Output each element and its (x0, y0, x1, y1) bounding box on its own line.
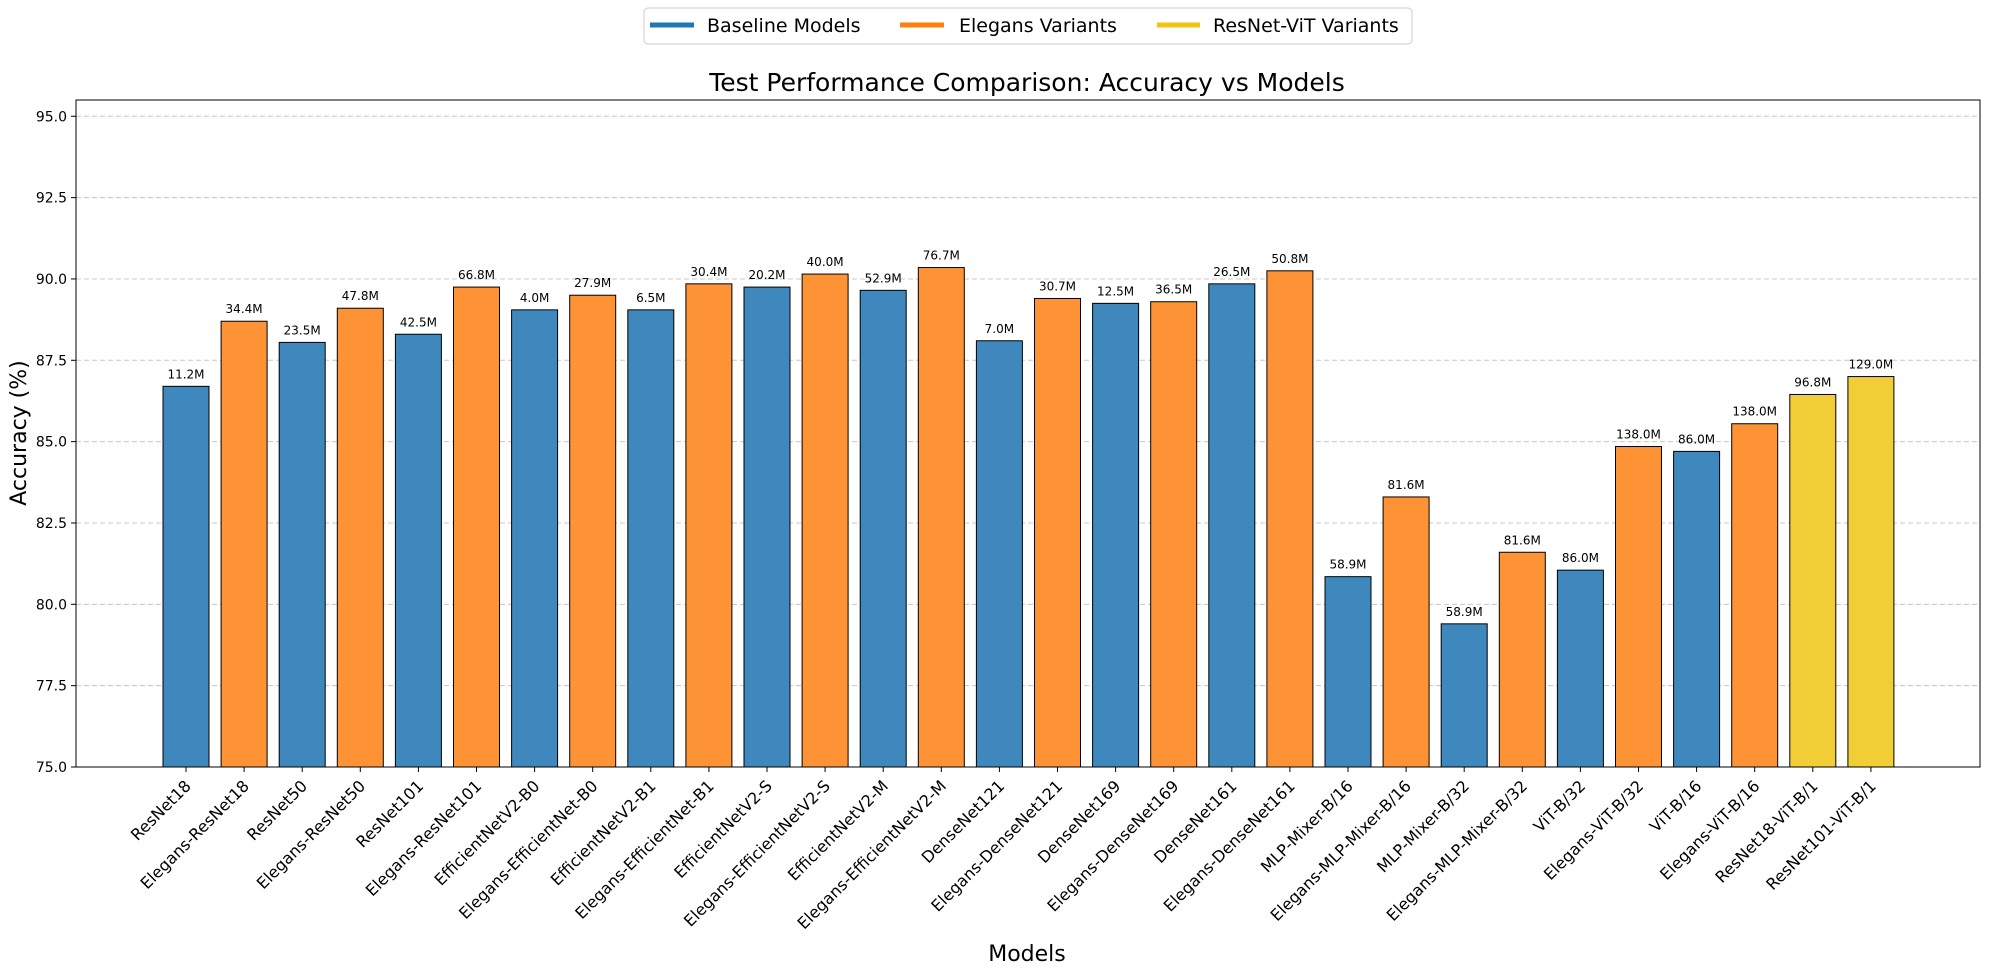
bar-value-label: 66.8M (458, 268, 495, 282)
bar-value-label: 6.5M (636, 291, 665, 305)
bar-mlp-mixer-b-16 (1324, 576, 1372, 768)
bar-value-label: 129.0M (1849, 358, 1894, 372)
bar-efficientnetv2-b1 (627, 309, 675, 768)
bar-value-label: 58.9M (1329, 558, 1366, 572)
legend-label-elegans: Elegans Variants (959, 15, 1117, 37)
bar-elegans-densenet121 (1034, 297, 1081, 768)
x-tick-label: ViT-B/16 (1646, 776, 1706, 836)
legend-label-resnetvit: ResNet-ViT Variants (1213, 15, 1399, 37)
bar-value-label: 27.9M (574, 276, 611, 290)
y-tick-label: 75.0 (36, 760, 67, 776)
legend-label-baseline: Baseline Models (707, 15, 861, 37)
bar-densenet121 (975, 340, 1023, 768)
bar-resnet101 (394, 333, 442, 768)
bar-value-label: 50.8M (1271, 252, 1308, 266)
bar-densenet161 (1208, 283, 1256, 768)
bar-value-label: 20.2M (748, 268, 785, 282)
bar-value-label: 40.0M (807, 255, 844, 269)
bar-elegans-mlp-mixer-b-16 (1382, 496, 1430, 768)
y-tick-label: 90.0 (36, 272, 67, 288)
legend-frame (643, 7, 1413, 45)
bar-value-label: 96.8M (1794, 375, 1831, 389)
bar-value-label: 86.0M (1562, 551, 1599, 565)
bar-value-label: 52.9M (865, 271, 902, 285)
bar-elegans-densenet161 (1266, 270, 1314, 768)
bar-value-label: 26.5M (1213, 265, 1250, 279)
x-axis: ResNet18Elegans-ResNet18ResNet50Elegans-… (127, 767, 1880, 933)
bar-efficientnetv2-b0 (511, 309, 559, 768)
bar-value-label: 30.4M (690, 265, 727, 279)
bar-value-label: 7.0M (985, 322, 1014, 336)
bar-resnet101-vit-b-1 (1847, 376, 1895, 768)
gridlines (76, 115, 1980, 687)
bar-vit-b-32 (1556, 569, 1604, 768)
x-tick-label: ResNet18-ViT-B/1 (1711, 776, 1821, 886)
bar-elegans-mlp-mixer-b-32 (1498, 551, 1546, 768)
bar-resnet50 (278, 341, 326, 768)
bar-resnet18 (162, 385, 210, 768)
x-tick-label: Elegans-ResNet101 (362, 776, 486, 900)
bar-elegans-efficientnet-b1 (685, 283, 733, 768)
bar-value-labels: 11.2M 34.4M 23.5M 47.8M 42.5M 66.8M 4.0M 27.9M 6… (167, 249, 1893, 619)
bar-value-label: 11.2M (167, 367, 204, 381)
bar-value-label: 34.4M (226, 302, 263, 316)
bar-value-label: 81.6M (1504, 533, 1541, 547)
y-tick-label: 80.0 (36, 597, 67, 613)
legend: Baseline Models Elegans Variants ResNet-… (643, 7, 1413, 45)
bar-elegans-efficientnet-b0 (569, 294, 617, 768)
y-tick-label: 85.0 (36, 435, 67, 451)
bar-value-label: 58.9M (1446, 605, 1483, 619)
bar-value-label: 30.7M (1039, 279, 1076, 293)
y-tick-label: 87.5 (36, 353, 67, 369)
bar-value-label: 76.7M (923, 249, 960, 263)
bar-efficientnetv2-m (859, 289, 907, 768)
bars (162, 267, 1895, 768)
bar-elegans-resnet50 (336, 307, 384, 768)
bar-value-label: 42.5M (400, 315, 437, 329)
x-tick-label: EfficientNetV2-S (670, 776, 776, 882)
y-tick-label: 92.5 (36, 191, 67, 207)
x-axis-title: Models (988, 942, 1066, 967)
bar-value-label: 47.8M (342, 289, 379, 303)
bar-value-label: 81.6M (1388, 478, 1425, 492)
bar-densenet169 (1092, 302, 1140, 768)
bar-elegans-efficientnetv2-m (917, 267, 965, 768)
bar-value-label: 138.0M (1732, 405, 1777, 419)
y-tick-label: 77.5 (36, 679, 67, 695)
bar-elegans-vit-b-16 (1731, 423, 1779, 768)
x-tick-label: EfficientNetV2-B0 (431, 776, 544, 889)
bar-elegans-vit-b-32 (1615, 446, 1662, 768)
x-tick-label: Elegans-ResNet18 (137, 776, 253, 892)
bar-value-label: 86.0M (1678, 432, 1715, 446)
bar-vit-b-16 (1673, 450, 1721, 768)
bar-value-label: 4.0M (520, 291, 549, 305)
bar-mlp-mixer-b-32 (1440, 623, 1488, 768)
bar-value-label: 138.0M (1616, 428, 1661, 442)
x-tick-label: EfficientNetV2-B1 (547, 776, 660, 889)
bar-value-label: 12.5M (1097, 284, 1134, 298)
bar-resnet18-vit-b-1 (1789, 393, 1837, 768)
x-tick-label: EfficientNetV2-M (784, 776, 892, 884)
bar-efficientnetv2-s (743, 286, 791, 768)
plot-frame (75, 99, 1981, 768)
x-tick-label: ResNet101-ViT-B/1 (1762, 776, 1879, 893)
y-axis-title: Accuracy (%) (7, 360, 32, 506)
bar-value-label: 23.5M (284, 323, 321, 337)
x-tick-label: Elegans-ResNet50 (253, 776, 369, 892)
chart-title: Test Performance Comparison: Accuracy vs… (708, 68, 1345, 97)
bar-elegans-resnet18 (220, 320, 268, 768)
y-axis: 75.0 77.5 80.0 82.5 85.0 87.5 90.0 92.5 95.0 (36, 109, 76, 776)
x-tick-label: Elegans-ViT-B/32 (1540, 776, 1647, 883)
y-tick-label: 82.5 (36, 516, 67, 532)
bar-elegans-densenet169 (1150, 301, 1198, 768)
bar-elegans-efficientnetv2-s (801, 273, 849, 768)
y-tick-label: 95.0 (36, 109, 67, 125)
bar-elegans-resnet101 (453, 286, 500, 768)
x-tick-label: Elegans-ViT-B/16 (1656, 776, 1763, 883)
bar-value-label: 36.5M (1155, 283, 1192, 297)
x-tick-label: ViT-B/32 (1530, 776, 1590, 836)
